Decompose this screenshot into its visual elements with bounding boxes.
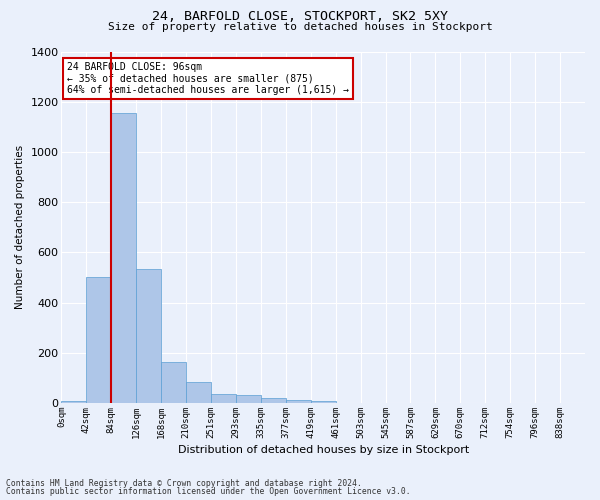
Text: Size of property relative to detached houses in Stockport: Size of property relative to detached ho…: [107, 22, 493, 32]
Bar: [211, 394, 236, 403]
Bar: [286, 400, 311, 403]
Bar: [236, 396, 261, 403]
Bar: [112, 113, 136, 403]
Text: Contains HM Land Registry data © Crown copyright and database right 2024.: Contains HM Land Registry data © Crown c…: [6, 478, 362, 488]
Bar: [161, 362, 186, 403]
X-axis label: Distribution of detached houses by size in Stockport: Distribution of detached houses by size …: [178, 445, 469, 455]
Y-axis label: Number of detached properties: Number of detached properties: [15, 145, 25, 310]
Bar: [261, 398, 286, 403]
Bar: [86, 278, 112, 403]
Bar: [186, 382, 211, 403]
Text: 24, BARFOLD CLOSE, STOCKPORT, SK2 5XY: 24, BARFOLD CLOSE, STOCKPORT, SK2 5XY: [152, 10, 448, 23]
Text: Contains public sector information licensed under the Open Government Licence v3: Contains public sector information licen…: [6, 487, 410, 496]
Bar: [136, 268, 161, 403]
Bar: [61, 400, 86, 403]
Text: 24 BARFOLD CLOSE: 96sqm
← 35% of detached houses are smaller (875)
64% of semi-d: 24 BARFOLD CLOSE: 96sqm ← 35% of detache…: [67, 62, 349, 95]
Bar: [311, 400, 335, 403]
